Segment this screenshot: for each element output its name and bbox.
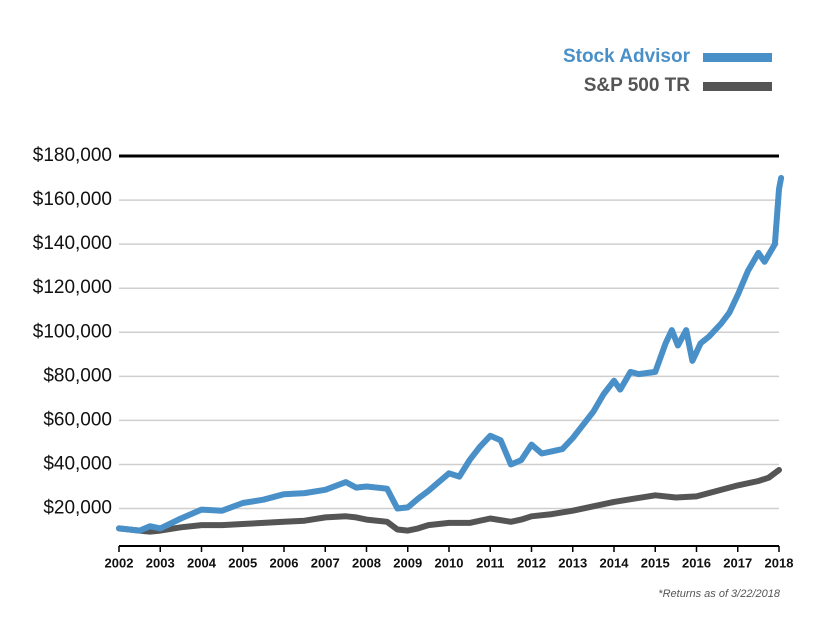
legend-label: S&P 500 TR: [584, 75, 691, 96]
x-tick-label: 2005: [228, 555, 257, 570]
legend-swatch: [703, 53, 772, 62]
x-tick-label: 2009: [393, 555, 422, 570]
x-tick-label: 2007: [311, 555, 340, 570]
y-tick-label: $80,000: [43, 365, 112, 386]
footnote: *Returns as of 3/22/2018: [658, 588, 781, 600]
y-tick-label: $180,000: [33, 145, 112, 166]
x-tick-label: 2004: [187, 555, 217, 570]
series-line: [116, 175, 785, 534]
x-tick-label: 2018: [765, 555, 794, 570]
x-tick-label: 2011: [476, 555, 504, 570]
series-line: [116, 467, 782, 535]
x-tick-label: 2010: [435, 555, 464, 570]
x-tick-label: 2017: [723, 555, 752, 570]
y-tick-label: $120,000: [33, 277, 112, 298]
y-tick-label: $40,000: [43, 453, 112, 474]
legend-swatch: [703, 82, 772, 91]
legend-label: Stock Advisor: [563, 46, 691, 67]
x-tick-label: 2014: [600, 555, 630, 570]
y-tick-label: $60,000: [43, 409, 112, 430]
y-tick-label: $160,000: [33, 189, 112, 210]
y-tick-label: $140,000: [33, 233, 112, 254]
x-tick-label: 2016: [682, 555, 711, 570]
x-tick-label: 2008: [352, 555, 381, 570]
x-tick-label: 2015: [641, 555, 670, 570]
x-tick-label: 2012: [517, 555, 546, 570]
x-tick-label: 2013: [558, 555, 587, 570]
y-tick-label: $100,000: [33, 321, 112, 342]
y-tick-label: $20,000: [43, 498, 112, 519]
x-tick-label: 2002: [105, 555, 134, 570]
x-tick-label: 2003: [146, 555, 175, 570]
x-tick-label: 2006: [270, 555, 299, 570]
